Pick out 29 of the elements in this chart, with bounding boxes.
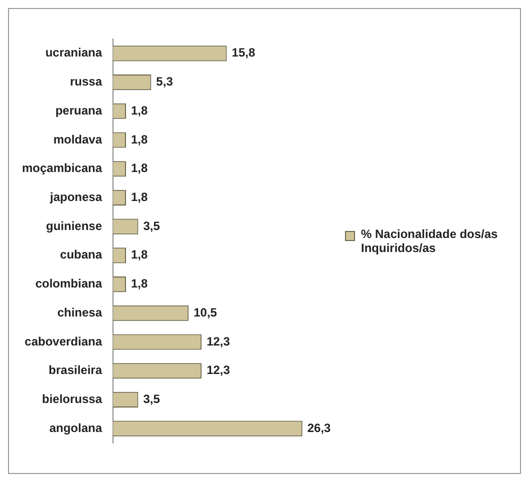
- data-label: 1,8: [130, 132, 148, 146]
- data-label: 1,8: [130, 248, 148, 262]
- data-label: 12,3: [206, 334, 230, 348]
- data-label: 15,8: [232, 46, 256, 60]
- data-label: 26,3: [307, 420, 332, 435]
- data-label: 1,8: [130, 276, 148, 291]
- y-tick-label: moçambicana: [22, 161, 102, 176]
- data-label: 1,8: [130, 103, 148, 118]
- data-label: 5,3: [156, 74, 174, 89]
- data-label: 3,5: [143, 392, 160, 406]
- y-tick-label: bielorussa: [42, 392, 102, 406]
- data-label: 1,8: [130, 190, 148, 204]
- y-tick-label: peruana: [55, 103, 102, 118]
- y-tick-label: colombiana: [35, 276, 102, 291]
- y-tick-label: caboverdiana: [24, 334, 102, 348]
- y-tick-label: guiniense: [46, 218, 102, 233]
- y-tick-label: japonesa: [49, 190, 102, 204]
- legend-label: % Nacionalidade dos/as Inquiridos/as: [361, 227, 499, 255]
- y-tick-label: brasileira: [48, 363, 102, 378]
- data-label: 12,3: [206, 363, 230, 378]
- data-label: 1,8: [130, 161, 148, 176]
- y-tick-label: russa: [70, 74, 102, 89]
- y-tick-label: cubana: [60, 248, 102, 262]
- y-tick-label: moldava: [53, 132, 102, 146]
- data-label: 10,5: [194, 305, 218, 320]
- y-tick-label: ucraniana: [45, 46, 102, 60]
- data-label: 3,5: [143, 218, 160, 233]
- y-tick-label: angolana: [49, 420, 102, 435]
- y-tick-label: chinesa: [57, 305, 102, 320]
